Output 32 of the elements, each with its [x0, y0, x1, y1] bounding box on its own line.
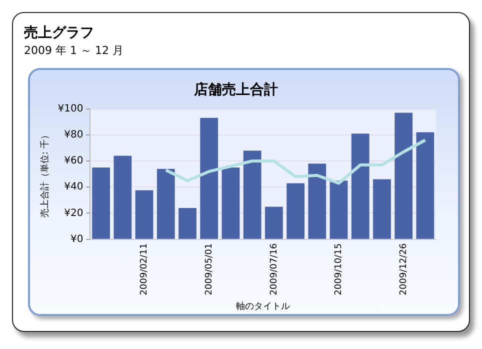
y-tick-label: ¥40 [64, 182, 84, 193]
x-tick-label: 2009/10/15 [334, 243, 344, 296]
chart-subtitle: 2009 年 1 ～ 12 月 [24, 43, 124, 58]
x-axis-title: 軸のタイトル [236, 300, 290, 312]
bar [178, 208, 196, 239]
bar [156, 168, 175, 239]
text: 売上グラフ [24, 24, 95, 42]
bar [243, 150, 262, 239]
bar [92, 168, 110, 239]
x-tick-label: 2009/05/01 [204, 243, 214, 296]
bar [351, 134, 370, 239]
bar [200, 118, 218, 239]
bar [394, 112, 413, 239]
bar [330, 180, 348, 239]
y-tick-label: ¥20 [64, 208, 84, 219]
bar [135, 190, 154, 239]
y-tick-label: ¥100 [58, 103, 84, 114]
bar [264, 206, 283, 239]
x-tick-label: 2009/07/16 [269, 243, 280, 296]
bar [416, 132, 434, 239]
x-tick-label: 2009/12/26 [398, 243, 409, 296]
bar [222, 168, 240, 239]
bar [114, 156, 132, 239]
y-tick-label: ¥60 [64, 156, 84, 167]
y-axis-title: 売上合計（単位: 千） [40, 130, 51, 218]
bar [373, 179, 391, 239]
y-tick-label: ¥80 [64, 130, 84, 140]
y-tick-label: ¥0 [70, 234, 84, 245]
chart-title: 店舗売上合計 [193, 81, 278, 98]
x-tick-label: 2009/02/11 [140, 243, 150, 296]
bar [308, 164, 326, 239]
bar [286, 183, 304, 239]
